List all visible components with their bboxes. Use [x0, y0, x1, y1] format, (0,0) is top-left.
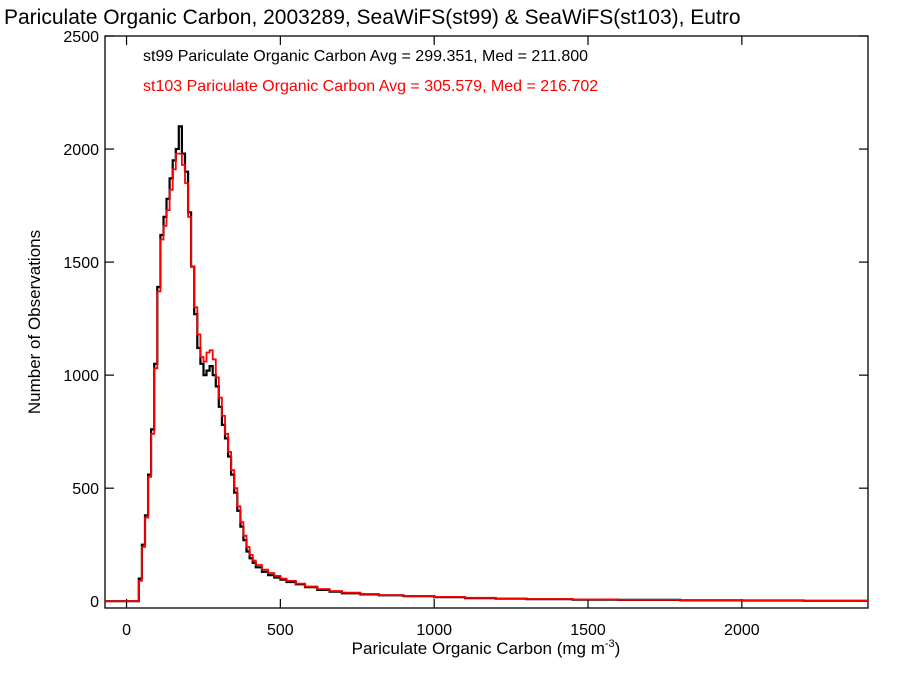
x-axis-ticks: 0 500 1000 1500 2000 — [122, 36, 760, 639]
y-tick-label: 2000 — [63, 142, 99, 159]
legend-entry-st103: st103 Pariculate Organic Carbon Avg = 30… — [143, 78, 598, 95]
x-tick-label: 1000 — [416, 622, 452, 639]
x-axis-label: Pariculate Organic Carbon (mg m-3) — [352, 638, 621, 658]
y-tick-label: 2500 — [63, 29, 99, 46]
x-tick-label: 2000 — [724, 622, 760, 639]
y-tick-label: 500 — [72, 481, 99, 498]
x-tick-label: 500 — [267, 622, 294, 639]
y-tick-label: 1500 — [63, 255, 99, 272]
x-tick-label: 0 — [122, 622, 131, 639]
x-axis-label-main: Pariculate Organic Carbon (mg m — [352, 639, 605, 658]
legend: st99 Pariculate Organic Carbon Avg = 299… — [143, 48, 598, 95]
chart-title: Pariculate Organic Carbon, 2003289, SeaW… — [4, 6, 741, 29]
plot-frame — [104, 35, 869, 609]
series-lines — [105, 125, 868, 603]
x-axis-label-close: ) — [615, 639, 621, 658]
y-axis-label: Number of Observations — [25, 230, 44, 414]
series-line-st103 — [105, 152, 868, 603]
legend-entry-st99: st99 Pariculate Organic Carbon Avg = 299… — [143, 48, 588, 65]
plot-area: 0 500 1000 1500 2000 0 500 1000 1500 2000 2500 — [63, 29, 869, 639]
x-tick-label: 1500 — [570, 622, 606, 639]
y-tick-label: 1000 — [63, 368, 99, 385]
y-tick-label: 0 — [90, 594, 99, 611]
y-axis-ticks: 0 500 1000 1500 2000 2500 — [63, 29, 868, 611]
x-axis-label-superscript: -3 — [605, 638, 615, 650]
